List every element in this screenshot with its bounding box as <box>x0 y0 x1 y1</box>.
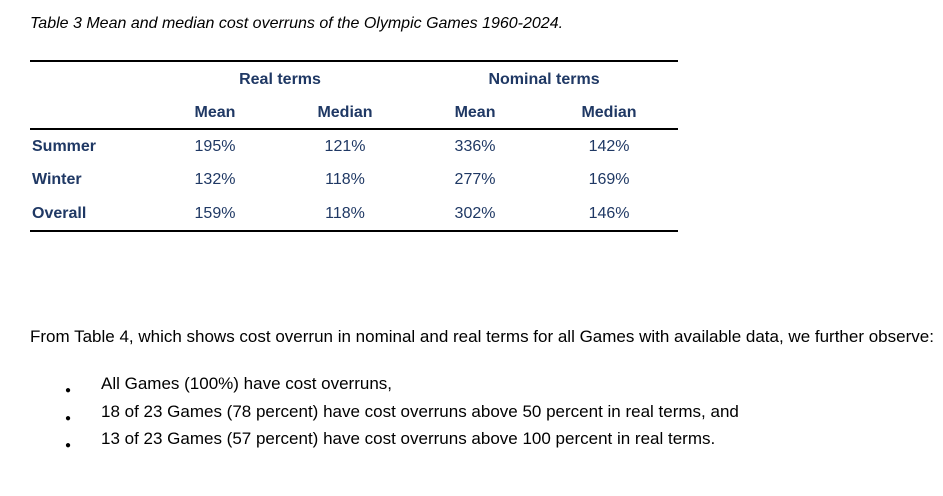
row-label: Summer <box>32 137 97 155</box>
group-header-nominal-terms: Nominal terms <box>488 70 600 88</box>
group-header-real-terms: Real terms <box>239 70 321 88</box>
cell: 195% <box>194 137 236 155</box>
table-row-overall: Overall 159% 118% 302% 146% <box>30 197 678 231</box>
table-row-summer: Summer 195% 121% 336% 142% <box>30 129 678 163</box>
cell: 118% <box>325 171 365 188</box>
row-label: Overall <box>32 204 87 222</box>
body-paragraph: From Table 4, which shows cost overrun i… <box>30 327 934 346</box>
stub-cell <box>30 97 150 130</box>
col-header-nominal-median: Median <box>540 97 679 130</box>
col-header-real-mean: Mean <box>150 97 280 130</box>
cell: 169% <box>588 171 630 188</box>
row-label: Winter <box>32 171 82 188</box>
table-group-header-row: Real terms Nominal terms <box>30 61 678 97</box>
cell: 142% <box>588 137 630 155</box>
cell: 336% <box>454 137 496 155</box>
cell: 146% <box>588 204 630 222</box>
cost-overrun-table: Real terms Nominal terms Mean Median Mea… <box>30 60 679 232</box>
cell: 132% <box>194 171 236 188</box>
table-row-winter: Winter 132% 118% 277% 169% <box>30 163 678 197</box>
table-column-header-row: Mean Median Mean Median <box>30 97 679 130</box>
col-header-real-median: Median <box>280 97 411 130</box>
cell: 118% <box>325 204 365 222</box>
bullet-item: 13 of 23 Games (57 percent) have cost ov… <box>65 425 925 459</box>
cell: 159% <box>194 204 236 222</box>
bullet-list: All Games (100%) have cost overruns, 18 … <box>65 370 925 459</box>
col-header-nominal-mean: Mean <box>410 97 541 130</box>
stub-cell <box>30 61 150 97</box>
cell: 302% <box>454 204 496 222</box>
bullet-item: 18 of 23 Games (78 percent) have cost ov… <box>65 398 925 432</box>
cell: 277% <box>454 171 496 188</box>
bullet-item: All Games (100%) have cost overruns, <box>65 370 925 404</box>
cell: 121% <box>324 137 366 155</box>
table-caption: Table 3 Mean and median cost overruns of… <box>30 15 564 32</box>
